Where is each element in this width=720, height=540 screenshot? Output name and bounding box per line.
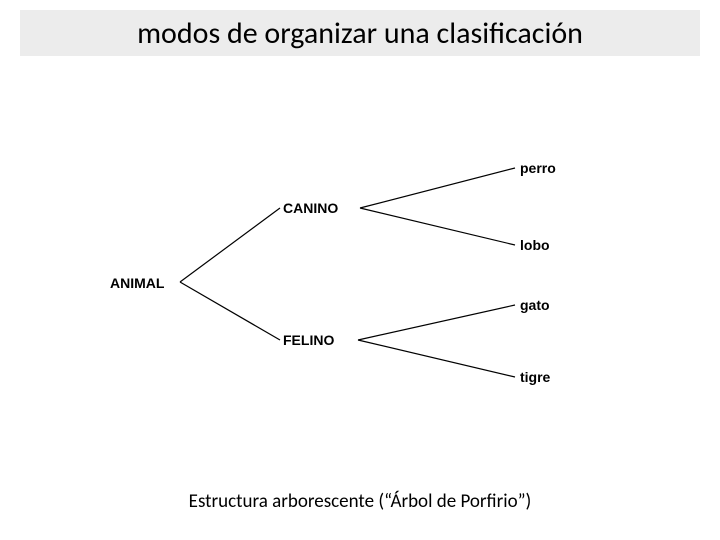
tree-node-felino: FELINO: [283, 332, 334, 348]
tree-node-animal: ANIMAL: [110, 275, 164, 291]
tree-node-canino: CANINO: [283, 200, 338, 216]
tree-node-gato: gato: [520, 297, 550, 313]
tree-node-lobo: lobo: [520, 237, 550, 253]
tree-node-tigre: tigre: [520, 369, 550, 385]
tree-edges: [0, 0, 720, 540]
tree-node-perro: perro: [520, 160, 556, 176]
tree-diagram: ANIMAL CANINO FELINO perro lobo gato tigre: [0, 0, 720, 540]
caption: Estructura arborescente (“Árbol de Porfi…: [0, 490, 720, 513]
